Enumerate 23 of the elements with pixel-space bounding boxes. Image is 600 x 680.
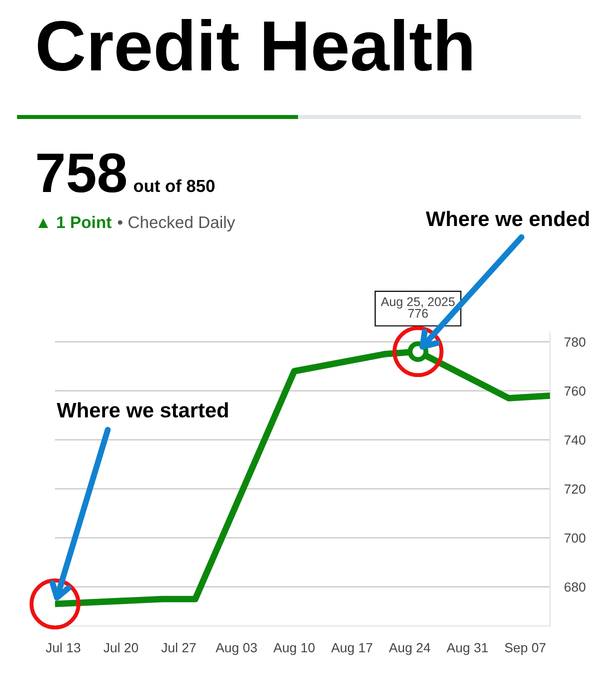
- x-tick-label: Jul 13: [46, 642, 80, 652]
- y-tick-label: 700: [564, 533, 586, 543]
- x-tick-label: Aug 10: [273, 643, 315, 655]
- y-tick-label: 740: [564, 435, 586, 445]
- annotation: Where we ended: [426, 210, 589, 226]
- y-tick-label: 780: [564, 337, 586, 347]
- x-tick-label: Aug 17: [331, 643, 372, 655]
- text: • Checked Daily: [118, 216, 236, 232]
- text: ▲ 1 Point: [38, 216, 112, 228]
- x-tick-label: Sep 07: [504, 643, 546, 655]
- x-tick-label: Aug 24: [388, 643, 430, 655]
- y-tick-label: 760: [564, 386, 586, 396]
- x-tick-label: Aug 03: [216, 643, 257, 655]
- text: 758: [37, 153, 126, 193]
- text: out of 850: [134, 179, 215, 192]
- chart-title: Credit Health: [38, 18, 472, 72]
- annotation: Aug 25, 2025 776: [380, 297, 455, 318]
- annotation: Where we started: [56, 402, 228, 418]
- x-tick-label: Jul 20: [104, 642, 138, 652]
- x-tick-label: Jul 27: [161, 642, 196, 652]
- x-tick-label: Aug 31: [446, 643, 488, 655]
- y-tick-label: 720: [564, 484, 586, 494]
- y-tick-label: 680: [564, 582, 586, 592]
